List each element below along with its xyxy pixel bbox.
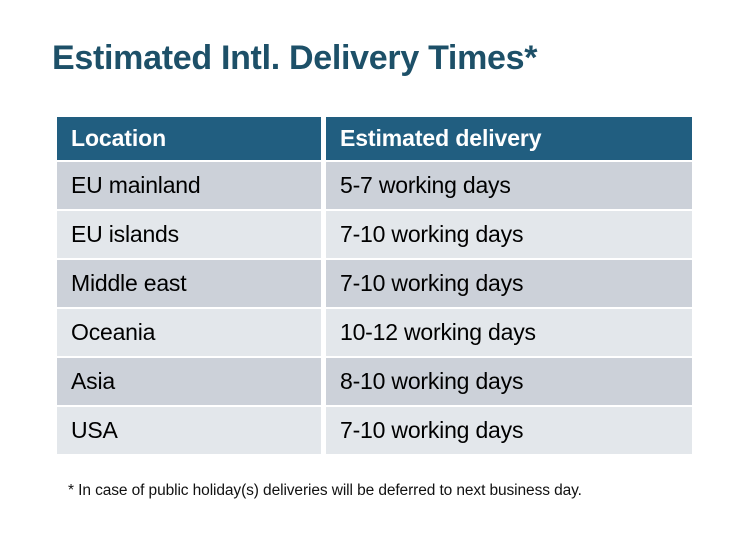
- cell-location: USA: [57, 407, 321, 454]
- cell-location: EU mainland: [57, 162, 321, 209]
- cell-location: Asia: [57, 358, 321, 405]
- table-header: Location Estimated delivery: [57, 117, 692, 160]
- cell-delivery: 7-10 working days: [326, 260, 692, 307]
- cell-delivery: 7-10 working days: [326, 211, 692, 258]
- cell-delivery: 8-10 working days: [326, 358, 692, 405]
- table-row: EU islands 7-10 working days: [57, 211, 692, 258]
- table-footnote: * In case of public holiday(s) deliverie…: [68, 482, 582, 499]
- delivery-times-table: Location Estimated delivery EU mainland …: [52, 115, 697, 456]
- cell-delivery: 10-12 working days: [326, 309, 692, 356]
- cell-delivery: 7-10 working days: [326, 407, 692, 454]
- table-header-row: Location Estimated delivery: [57, 117, 692, 160]
- table-row: Middle east 7-10 working days: [57, 260, 692, 307]
- page-title: Estimated Intl. Delivery Times*: [52, 39, 538, 77]
- table-row: Oceania 10-12 working days: [57, 309, 692, 356]
- table-body: EU mainland 5-7 working days EU islands …: [57, 162, 692, 454]
- cell-location: EU islands: [57, 211, 321, 258]
- table-row: Asia 8-10 working days: [57, 358, 692, 405]
- table-row: USA 7-10 working days: [57, 407, 692, 454]
- table-row: EU mainland 5-7 working days: [57, 162, 692, 209]
- column-header-estimated-delivery: Estimated delivery: [326, 117, 692, 160]
- cell-location: Middle east: [57, 260, 321, 307]
- cell-delivery: 5-7 working days: [326, 162, 692, 209]
- cell-location: Oceania: [57, 309, 321, 356]
- column-header-location: Location: [57, 117, 321, 160]
